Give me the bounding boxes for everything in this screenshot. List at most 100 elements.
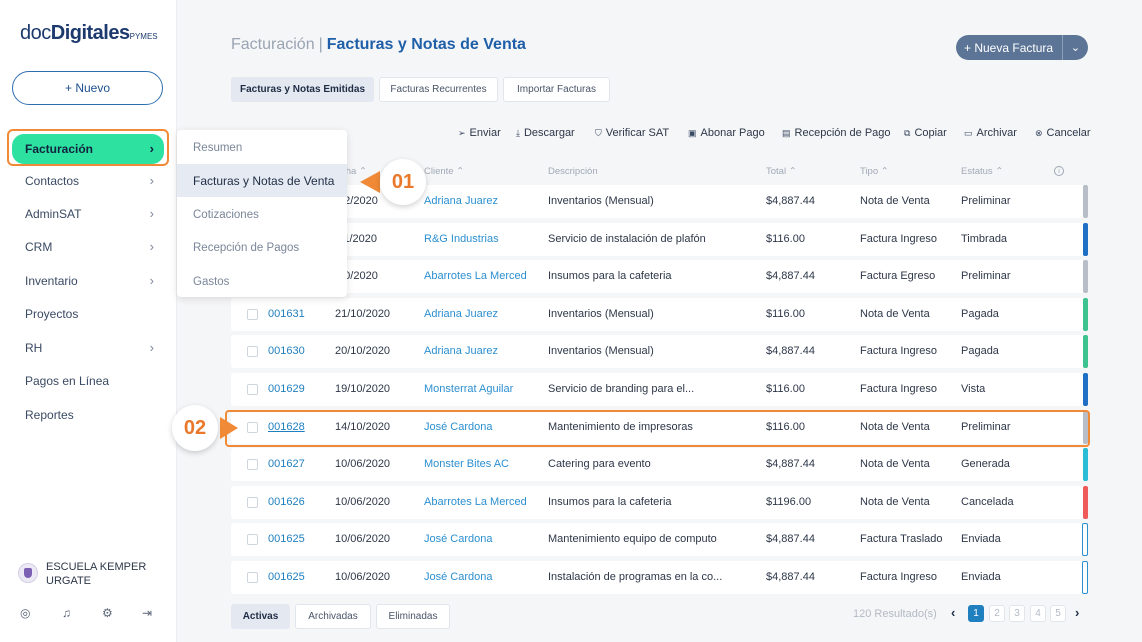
- table-row[interactable]: /11/2020 R&G Industrias Servicio de instal…: [231, 223, 1088, 256]
- prev-page-button[interactable]: ‹: [951, 605, 956, 620]
- tab-activas[interactable]: Activas: [231, 604, 290, 629]
- submenu-item-gastos[interactable]: Gastos: [193, 275, 230, 288]
- logout-icon[interactable]: ⇥: [142, 606, 153, 620]
- sidebar-item-inventario[interactable]: Inventario ›: [25, 273, 154, 288]
- cell-cliente[interactable]: José Cardona: [424, 571, 493, 583]
- payment-reception-button[interactable]: ▤ Recepción de Pago: [782, 127, 891, 139]
- cell-tipo: Factura Ingreso: [860, 345, 938, 357]
- column-fecha[interactable]: cha ⌃: [341, 166, 367, 177]
- page-5[interactable]: 5: [1050, 605, 1066, 622]
- table-row[interactable]: 001628 14/10/2020 José Cardona Mantenimient…: [231, 411, 1088, 444]
- new-button[interactable]: + Nuevo: [12, 71, 163, 105]
- gear-icon[interactable]: ⚙: [102, 606, 113, 620]
- page-2[interactable]: 2: [989, 605, 1005, 622]
- row-checkbox[interactable]: [247, 459, 258, 470]
- send-button[interactable]: ➢ Enviar: [458, 127, 501, 139]
- page-1[interactable]: 1: [968, 605, 984, 622]
- column-tipo[interactable]: Tipo ⌃: [860, 166, 889, 177]
- cell-folio[interactable]: 001630: [268, 345, 305, 357]
- cell-folio[interactable]: 001625: [268, 533, 305, 545]
- cell-cliente[interactable]: José Cardona: [424, 533, 493, 545]
- row-checkbox[interactable]: [247, 309, 258, 320]
- copy-button[interactable]: ⧉ Copiar: [904, 127, 947, 139]
- table-row[interactable]: 001625 10/06/2020 José Cardona Mantenimient…: [231, 523, 1088, 556]
- row-checkbox[interactable]: [247, 572, 258, 583]
- table-row[interactable]: 001631 21/10/2020 Adriana Juarez Inventario…: [231, 298, 1088, 331]
- cell-folio[interactable]: 001628: [268, 421, 305, 433]
- logo[interactable]: docDigitalesPYMES: [20, 22, 158, 44]
- table-row[interactable]: 001625 10/06/2020 José Cardona Instalación …: [231, 561, 1088, 594]
- cell-folio[interactable]: 001629: [268, 383, 305, 395]
- cell-cliente[interactable]: Adriana Juarez: [424, 195, 498, 207]
- info-icon[interactable]: i: [1054, 166, 1064, 176]
- cell-cliente[interactable]: José Cardona: [424, 421, 493, 433]
- cell-total: $116.00: [766, 383, 805, 395]
- cell-cliente[interactable]: R&G Industrias: [424, 233, 499, 245]
- table-row[interactable]: 001629 19/10/2020 Monsterrat Aguilar Servic…: [231, 373, 1088, 406]
- column-estatus[interactable]: Estatus ⌃: [961, 166, 1004, 177]
- breadcrumb-section[interactable]: Facturación: [231, 36, 315, 53]
- cell-cliente[interactable]: Adriana Juarez: [424, 345, 498, 357]
- submenu-item-cotizaciones[interactable]: Cotizaciones: [193, 208, 259, 221]
- sidebar-item-reportes[interactable]: Reportes: [25, 408, 74, 422]
- organization[interactable]: ESCUELA KEMPER URGATE: [18, 560, 156, 588]
- cell-cliente[interactable]: Monster Bites AC: [424, 458, 509, 470]
- chevron-down-icon[interactable]: ⌄: [1062, 35, 1088, 60]
- row-checkbox[interactable]: [247, 346, 258, 357]
- highlight-facturacion: [7, 129, 169, 166]
- sidebar-item-proyectos[interactable]: Proyectos: [25, 307, 79, 321]
- table-row[interactable]: /12/2020 Adriana Juarez Inventarios (Mensu…: [231, 185, 1088, 218]
- submenu-item-facturas-notas[interactable]: Facturas y Notas de Venta: [177, 164, 347, 197]
- status-color-bar: [1083, 486, 1088, 519]
- table-row[interactable]: 001630 20/10/2020 Adriana Juarez Inventario…: [231, 335, 1088, 368]
- payment-button[interactable]: ▣ Abonar Pago: [688, 127, 765, 139]
- verify-sat-button[interactable]: ⛉ Verificar SAT: [595, 127, 670, 139]
- tab-importar-facturas[interactable]: Importar Facturas: [503, 77, 610, 102]
- table-row[interactable]: 001627 10/06/2020 Monster Bites AC Catering…: [231, 448, 1088, 481]
- new-invoice-button[interactable]: + Nueva Factura ⌄: [956, 35, 1088, 60]
- bell-icon[interactable]: ♫: [62, 606, 71, 620]
- sidebar-item-pagos-en-linea[interactable]: Pagos en Línea: [25, 374, 110, 388]
- tab-archivadas[interactable]: Archivadas: [295, 604, 371, 629]
- next-page-button[interactable]: ›: [1075, 605, 1080, 620]
- row-checkbox[interactable]: [247, 534, 258, 545]
- table-row[interactable]: 001626 10/06/2020 Abarrotes La Merced Insum…: [231, 486, 1088, 519]
- sidebar-item-crm[interactable]: CRM ›: [25, 239, 154, 254]
- column-cliente[interactable]: Cliente ⌃: [424, 166, 465, 177]
- row-checkbox[interactable]: [247, 384, 258, 395]
- table-row[interactable]: /10/2020 Abarrotes La Merced Insumos para …: [231, 260, 1088, 293]
- column-total[interactable]: Total ⌃: [766, 166, 797, 177]
- cell-folio[interactable]: 001631: [268, 308, 305, 320]
- cell-tipo: Factura Ingreso: [860, 383, 938, 395]
- cancel-button[interactable]: ⊗ Cancelar: [1035, 127, 1091, 139]
- cell-tipo: Nota de Venta: [860, 496, 930, 508]
- cell-folio[interactable]: 001627: [268, 458, 305, 470]
- submenu-item-resumen[interactable]: Resumen: [193, 141, 243, 154]
- row-checkbox[interactable]: [247, 497, 258, 508]
- archive-button[interactable]: ▭ Archivar: [964, 127, 1017, 139]
- tab-facturas-recurrentes[interactable]: Facturas Recurrentes: [379, 77, 498, 102]
- user-icon[interactable]: ◎: [20, 606, 31, 620]
- download-button[interactable]: ⤓ Descargar: [516, 127, 575, 139]
- cell-folio[interactable]: 001625: [268, 571, 305, 583]
- cell-estatus: Preliminar: [961, 421, 1011, 433]
- page-3[interactable]: 3: [1009, 605, 1025, 622]
- sidebar-item-rh[interactable]: RH ›: [25, 340, 154, 355]
- sidebar-item-contactos[interactable]: Contactos ›: [25, 173, 154, 188]
- callout-badge-01: 01: [380, 159, 426, 205]
- sidebar-item-facturacion[interactable]: Facturación ›: [12, 134, 164, 164]
- cell-cliente[interactable]: Abarrotes La Merced: [424, 496, 527, 508]
- cell-folio[interactable]: 001626: [268, 496, 305, 508]
- cell-cliente[interactable]: Adriana Juarez: [424, 308, 498, 320]
- tab-eliminadas[interactable]: Eliminadas: [376, 604, 450, 629]
- tab-facturas-emitidas[interactable]: Facturas y Notas Emitidas: [231, 77, 374, 102]
- chevron-right-icon: ›: [149, 206, 154, 221]
- submenu-item-recepcion-pagos[interactable]: Recepción de Pagos: [193, 241, 300, 254]
- page-4[interactable]: 4: [1030, 605, 1046, 622]
- cell-cliente[interactable]: Abarrotes La Merced: [424, 270, 527, 282]
- row-checkbox[interactable]: [247, 422, 258, 433]
- cell-cliente[interactable]: Monsterrat Aguilar: [424, 383, 514, 395]
- sidebar-item-adminsat[interactable]: AdminSAT ›: [25, 206, 154, 221]
- status-color-bar: [1083, 335, 1088, 368]
- cell-estatus: Pagada: [961, 308, 999, 320]
